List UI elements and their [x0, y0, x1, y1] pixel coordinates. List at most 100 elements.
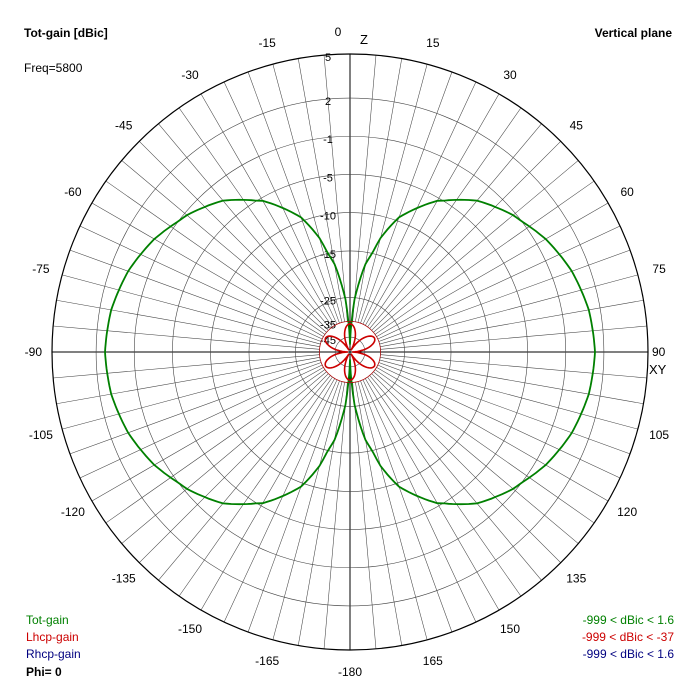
- grid-spoke: [91, 202, 324, 337]
- plane-label: Vertical plane: [594, 26, 672, 40]
- grid-ring: [95, 97, 605, 607]
- grid-spoke: [378, 362, 631, 455]
- grid-spoke: [200, 378, 335, 611]
- grid-spoke: [377, 225, 621, 340]
- grid-spoke: [357, 64, 428, 323]
- grid-spoke: [56, 299, 320, 347]
- grid-spoke: [105, 180, 326, 335]
- grid-spoke: [367, 376, 522, 597]
- grid-spoke: [357, 381, 428, 640]
- angle-label: 45: [570, 119, 584, 133]
- grid-spoke: [297, 58, 345, 322]
- angle-label: -150: [178, 622, 202, 636]
- ring-labels: 52-1-5-10-15-25-35-45: [320, 52, 336, 347]
- angle-label: 120: [617, 505, 637, 519]
- frequency-label: Freq=5800: [24, 61, 83, 75]
- series-tot-gain: [104, 198, 596, 506]
- ring-label: 5: [325, 52, 331, 64]
- angle-label: 165: [423, 654, 443, 668]
- grid-spoke: [380, 299, 644, 347]
- grid-spoke: [79, 225, 323, 340]
- grid-spoke: [352, 55, 377, 322]
- grid-spoke: [223, 81, 338, 325]
- chart-title: Tot-gain [dBic]: [24, 26, 108, 40]
- phi-label: Phi= 0: [26, 665, 62, 679]
- angle-label: 60: [620, 185, 634, 199]
- lhcp-ring: [319, 321, 381, 383]
- angle-label: 75: [652, 262, 666, 276]
- grid-ring: [248, 250, 452, 454]
- grid-ring: [51, 53, 649, 651]
- axis-label-z: Z: [360, 32, 368, 47]
- angle-label: 150: [500, 622, 520, 636]
- grid-spoke: [380, 354, 647, 379]
- grid-spoke: [53, 354, 320, 379]
- legend-range-tot: -999 < dBic < 1.6: [582, 613, 674, 627]
- angle-label: -45: [115, 119, 133, 133]
- angle-label: 105: [649, 428, 669, 442]
- angle-label: -165: [255, 654, 279, 668]
- grid-spoke: [380, 325, 647, 350]
- grid-spoke: [79, 364, 323, 479]
- grid-spoke: [53, 325, 320, 350]
- angle-label: 0: [335, 25, 342, 39]
- grid-spoke: [272, 64, 343, 323]
- grid-spoke: [360, 380, 453, 633]
- grid-spoke: [139, 373, 329, 563]
- grid-spoke: [369, 123, 542, 329]
- grid-spoke: [371, 141, 561, 331]
- grid-spoke: [374, 180, 595, 335]
- grid-ring: [210, 212, 490, 492]
- grid-spoke: [139, 141, 329, 331]
- grid-spoke: [247, 71, 340, 324]
- legend-name-lhcp: Lhcp-gain: [26, 630, 79, 644]
- ring-label: -5: [323, 172, 333, 184]
- grid-spoke: [355, 58, 403, 322]
- grid-spoke: [121, 371, 327, 544]
- grid-spoke: [376, 202, 609, 337]
- series-layer: [104, 198, 596, 506]
- axis-label-xy: XY: [649, 362, 667, 377]
- grid-spoke: [105, 369, 326, 524]
- angle-label: 90: [652, 345, 666, 359]
- grid-spoke: [362, 81, 477, 325]
- grid-spoke: [272, 381, 343, 640]
- grid-spoke: [369, 375, 542, 581]
- grid-spoke: [373, 371, 579, 544]
- grid-spoke: [377, 364, 621, 479]
- angle-label: -105: [29, 428, 53, 442]
- legend-name-rhcp: Rhcp-gain: [26, 647, 81, 661]
- grid-spoke: [365, 378, 500, 611]
- grid-spoke: [379, 359, 638, 430]
- ring-label: -35: [320, 319, 336, 331]
- grid-spoke: [380, 357, 644, 405]
- grid-spoke: [374, 369, 595, 524]
- angle-label: 30: [503, 68, 517, 82]
- grid-spoke: [373, 160, 579, 333]
- legend-range-rhcp: -999 < dBic < 1.6: [582, 647, 674, 661]
- grid-spoke: [371, 373, 561, 563]
- grid-spoke: [323, 55, 348, 322]
- grid-spoke: [352, 382, 377, 649]
- grid-spoke: [56, 357, 320, 405]
- grid-ring: [133, 135, 567, 569]
- ring-label: -25: [320, 295, 336, 307]
- grid-spoke: [121, 160, 327, 333]
- angle-label: -90: [25, 345, 43, 359]
- grid-spoke: [247, 380, 340, 633]
- grid-spoke: [69, 249, 322, 342]
- angle-label: -75: [32, 262, 50, 276]
- grid-spoke: [158, 123, 331, 329]
- grid-spoke: [362, 379, 477, 623]
- grid-spoke: [360, 71, 453, 324]
- grid-spoke: [376, 367, 609, 502]
- grid-spoke: [62, 274, 321, 345]
- legend-name-tot: Tot-gain: [26, 613, 69, 627]
- angle-label: -60: [64, 185, 82, 199]
- grid-spoke: [297, 382, 345, 646]
- ring-label: -10: [320, 211, 336, 223]
- grid-spoke: [69, 362, 322, 455]
- angle-label: -15: [259, 36, 277, 50]
- angle-labels: 0 15 30 45 60 75 90 105 120 135 150 165 -180 -165 -150…: [25, 25, 670, 679]
